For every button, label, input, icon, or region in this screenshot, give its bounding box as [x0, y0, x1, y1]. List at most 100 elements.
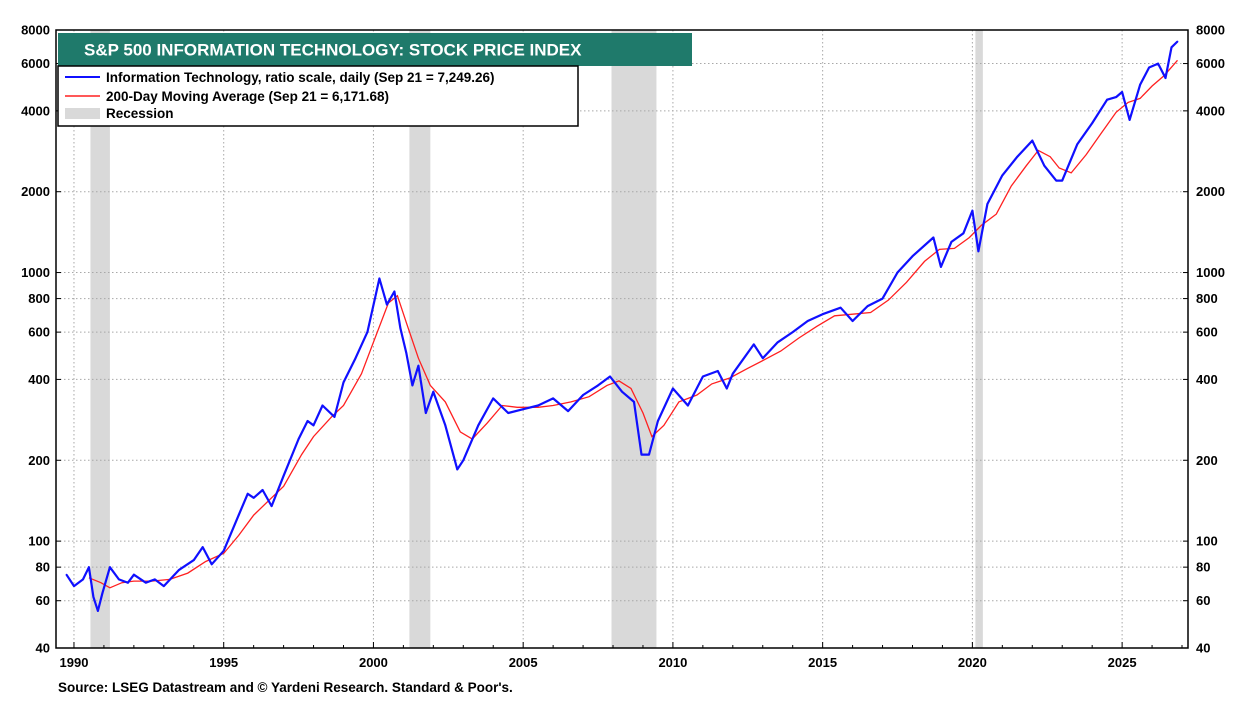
data-point [731, 372, 734, 375]
series-points-information-technology [65, 40, 1179, 612]
data-point [133, 573, 135, 576]
data-point [791, 331, 794, 333]
data-point [82, 578, 84, 581]
y-tick-label-right: 2000 [1196, 184, 1225, 199]
data-point [417, 364, 420, 367]
y-tick-label-left: 100 [28, 534, 50, 549]
data-point [312, 424, 315, 427]
data-point [507, 412, 510, 414]
data-point [1106, 98, 1108, 101]
data-point [109, 566, 111, 569]
chart-series [65, 40, 1179, 612]
data-point [477, 424, 480, 427]
data-point [725, 387, 728, 390]
y-tick-label-left: 6000 [21, 56, 50, 71]
data-point [462, 459, 465, 462]
data-point [424, 412, 427, 414]
data-point [1170, 46, 1173, 49]
data-point [752, 343, 755, 346]
data-point [851, 320, 854, 322]
y-tick-label-left: 8000 [21, 23, 50, 38]
y-tick-label-right: 600 [1196, 325, 1218, 340]
data-point [1148, 66, 1150, 69]
data-point [237, 514, 240, 516]
data-point [1164, 77, 1167, 79]
data-point [321, 404, 324, 407]
data-point [162, 585, 165, 587]
data-point [177, 569, 180, 571]
x-tick-label: 2025 [1108, 655, 1137, 670]
data-point [950, 241, 953, 243]
data-point [1115, 96, 1117, 98]
chart-title-banner: S&P 500 INFORMATION TECHNOLOGY: STOCK PR… [58, 33, 692, 66]
y-tick-label-left: 60 [36, 593, 50, 608]
x-tick-label: 2020 [958, 655, 987, 670]
data-point [1128, 119, 1131, 121]
data-point [821, 313, 824, 316]
data-point [1157, 62, 1159, 65]
data-point [210, 563, 213, 566]
data-point [144, 581, 147, 584]
data-point [378, 277, 381, 280]
data-point [896, 271, 899, 274]
data-point [306, 420, 309, 422]
x-tick-label: 1995 [209, 655, 238, 670]
data-point [776, 341, 779, 344]
title-background [58, 33, 692, 66]
data-point [1001, 174, 1004, 177]
data-point [393, 290, 396, 293]
data-point [609, 375, 611, 378]
x-tick-label: 1990 [60, 655, 89, 670]
data-point [252, 496, 255, 499]
data-point [633, 401, 635, 403]
y-tick-label-left: 80 [36, 560, 50, 575]
data-point [716, 370, 719, 372]
data-point [270, 505, 273, 507]
data-point [552, 397, 554, 400]
plot-frame [55, 29, 1189, 649]
data-point [640, 453, 643, 456]
legend-label-it: Information Technology, ratio scale, dai… [106, 70, 495, 85]
legend-label-ma: 200-Day Moving Average (Sep 21 = 6,171.6… [106, 89, 389, 104]
y-tick-label-right: 6000 [1196, 56, 1225, 71]
y-tick-label-right: 800 [1196, 291, 1218, 306]
data-point [386, 303, 388, 306]
data-point [73, 585, 75, 587]
data-point [201, 546, 204, 548]
data-point [261, 489, 264, 491]
data-point [1055, 179, 1058, 182]
y-tick-label-left: 4000 [21, 103, 50, 118]
data-point [192, 559, 195, 561]
data-point [282, 474, 285, 477]
data-point [411, 384, 414, 387]
data-point [806, 320, 809, 322]
data-point [1076, 143, 1079, 146]
data-point [1016, 155, 1019, 158]
data-point [444, 424, 447, 427]
y-tick-label-right: 60 [1196, 593, 1210, 608]
data-point [687, 404, 689, 407]
data-point [222, 549, 225, 552]
y-tick-label-right: 400 [1196, 372, 1218, 387]
data-point [65, 573, 68, 576]
y-tick-label-left: 800 [28, 291, 50, 306]
data-point [962, 232, 965, 235]
data-point [932, 236, 935, 239]
y-tick-label-left: 600 [28, 325, 50, 340]
data-point [522, 408, 525, 411]
legend-box [57, 65, 579, 127]
y-tick-label-right: 200 [1196, 453, 1218, 468]
data-point [127, 581, 129, 584]
data-point [333, 416, 336, 418]
data-point [354, 357, 357, 360]
data-point [986, 203, 989, 205]
y-tick-label-right: 1000 [1196, 265, 1225, 280]
data-point [1091, 122, 1094, 124]
y-tick-label-right: 100 [1196, 534, 1218, 549]
data-point [456, 468, 459, 471]
recession-band-0 [90, 30, 110, 648]
data-point [582, 394, 584, 396]
x-tick-label: 2000 [359, 655, 388, 670]
data-point [672, 387, 674, 390]
recession-band-3 [975, 30, 983, 648]
